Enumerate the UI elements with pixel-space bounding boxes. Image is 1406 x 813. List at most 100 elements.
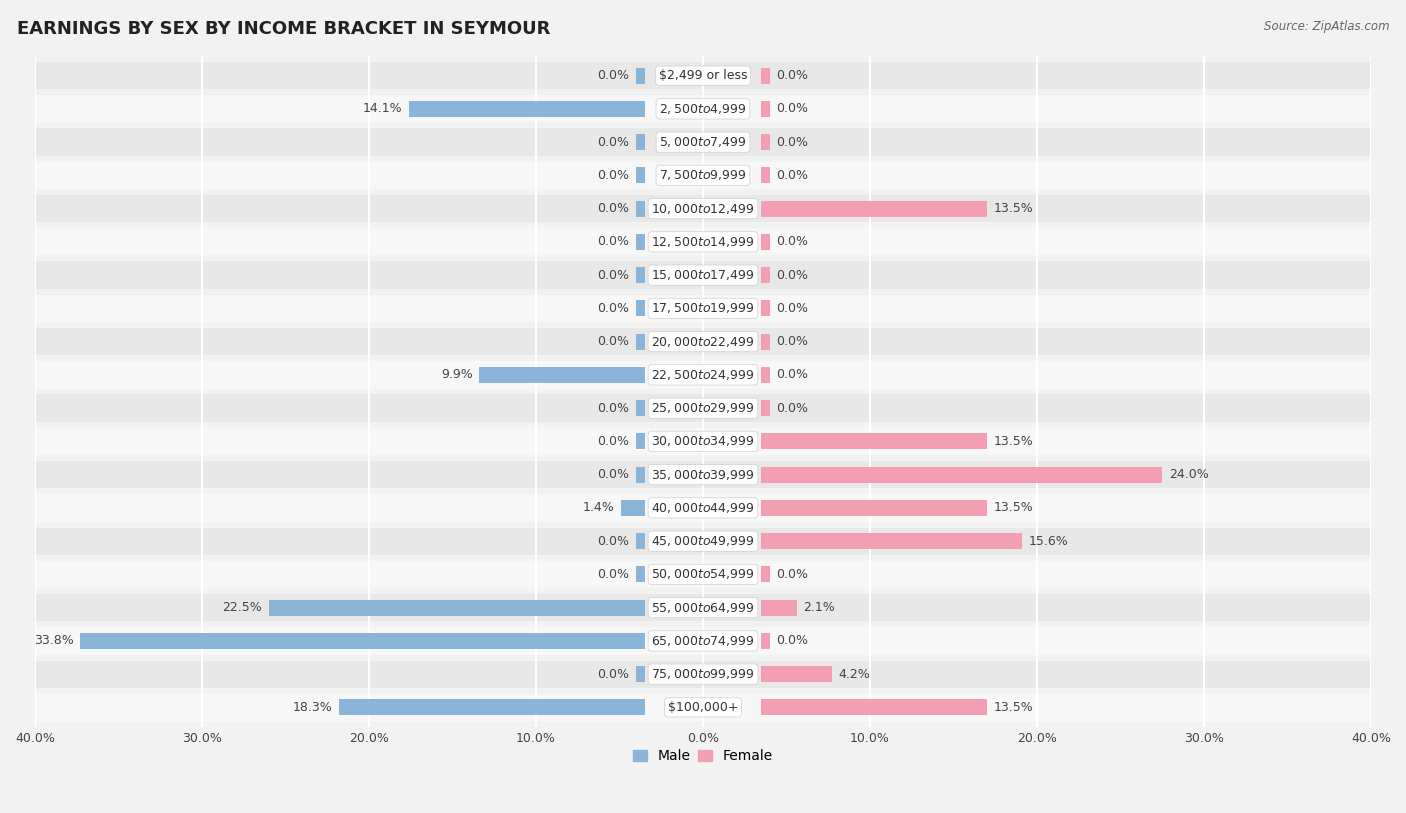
Text: 0.0%: 0.0%: [776, 102, 808, 115]
Text: 0.0%: 0.0%: [598, 402, 630, 415]
Text: 24.0%: 24.0%: [1168, 468, 1209, 481]
Bar: [35, 561, 1371, 588]
Text: 0.0%: 0.0%: [598, 535, 630, 548]
Bar: [35, 262, 1371, 289]
Text: 0.0%: 0.0%: [776, 402, 808, 415]
Bar: [636, 333, 644, 350]
Text: 0.0%: 0.0%: [776, 169, 808, 182]
Text: 0.0%: 0.0%: [598, 468, 630, 481]
Text: 0.0%: 0.0%: [598, 302, 630, 315]
Text: 18.3%: 18.3%: [292, 701, 332, 714]
Bar: [636, 167, 644, 184]
Bar: [762, 367, 770, 383]
Bar: [35, 394, 1371, 422]
Bar: [35, 428, 1371, 455]
Bar: [762, 433, 987, 450]
Text: $25,000 to $29,999: $25,000 to $29,999: [651, 401, 755, 415]
Text: $45,000 to $49,999: $45,000 to $49,999: [651, 534, 755, 548]
Bar: [621, 500, 644, 516]
Legend: Male, Female: Male, Female: [627, 744, 779, 769]
Text: 0.0%: 0.0%: [776, 368, 808, 381]
Text: 33.8%: 33.8%: [34, 634, 73, 647]
Text: 0.0%: 0.0%: [598, 169, 630, 182]
Text: 0.0%: 0.0%: [776, 136, 808, 149]
Bar: [762, 300, 770, 316]
Text: 9.9%: 9.9%: [440, 368, 472, 381]
Text: 1.4%: 1.4%: [582, 502, 614, 515]
Bar: [762, 500, 987, 516]
Text: 0.0%: 0.0%: [776, 335, 808, 348]
Text: 13.5%: 13.5%: [994, 701, 1033, 714]
Bar: [762, 101, 770, 117]
Text: 13.5%: 13.5%: [994, 202, 1033, 215]
Bar: [636, 67, 644, 84]
Bar: [762, 600, 797, 615]
Text: $2,499 or less: $2,499 or less: [659, 69, 747, 82]
Bar: [762, 167, 770, 184]
Text: 0.0%: 0.0%: [598, 667, 630, 680]
Bar: [762, 467, 1163, 483]
Text: $55,000 to $64,999: $55,000 to $64,999: [651, 601, 755, 615]
Bar: [80, 633, 644, 649]
Text: $2,500 to $4,999: $2,500 to $4,999: [659, 102, 747, 116]
Text: $30,000 to $34,999: $30,000 to $34,999: [651, 434, 755, 449]
Text: $65,000 to $74,999: $65,000 to $74,999: [651, 634, 755, 648]
Bar: [35, 361, 1371, 389]
Text: 0.0%: 0.0%: [776, 268, 808, 281]
Text: $10,000 to $12,499: $10,000 to $12,499: [651, 202, 755, 215]
Bar: [636, 201, 644, 216]
Bar: [636, 666, 644, 682]
Text: 0.0%: 0.0%: [598, 136, 630, 149]
Text: $35,000 to $39,999: $35,000 to $39,999: [651, 467, 755, 481]
Text: $17,500 to $19,999: $17,500 to $19,999: [651, 302, 755, 315]
Bar: [35, 162, 1371, 189]
Bar: [35, 228, 1371, 255]
Bar: [762, 234, 770, 250]
Text: $40,000 to $44,999: $40,000 to $44,999: [651, 501, 755, 515]
Text: $22,500 to $24,999: $22,500 to $24,999: [651, 367, 755, 382]
Text: $5,000 to $7,499: $5,000 to $7,499: [659, 135, 747, 149]
Bar: [35, 693, 1371, 721]
Text: 0.0%: 0.0%: [598, 236, 630, 248]
Bar: [35, 594, 1371, 621]
Bar: [636, 567, 644, 582]
Bar: [762, 333, 770, 350]
Bar: [409, 101, 644, 117]
Bar: [636, 134, 644, 150]
Bar: [35, 128, 1371, 156]
Bar: [636, 267, 644, 283]
Text: 13.5%: 13.5%: [994, 435, 1033, 448]
Bar: [35, 628, 1371, 654]
Text: EARNINGS BY SEX BY INCOME BRACKET IN SEYMOUR: EARNINGS BY SEX BY INCOME BRACKET IN SEY…: [17, 20, 550, 38]
Text: 0.0%: 0.0%: [776, 568, 808, 581]
Bar: [636, 300, 644, 316]
Bar: [636, 467, 644, 483]
Bar: [35, 95, 1371, 123]
Text: $100,000+: $100,000+: [668, 701, 738, 714]
Bar: [762, 533, 1022, 549]
Text: 0.0%: 0.0%: [598, 568, 630, 581]
Text: 0.0%: 0.0%: [776, 69, 808, 82]
Bar: [339, 699, 644, 715]
Text: 0.0%: 0.0%: [598, 335, 630, 348]
Text: $20,000 to $22,499: $20,000 to $22,499: [651, 335, 755, 349]
Bar: [762, 633, 770, 649]
Bar: [762, 400, 770, 416]
Bar: [35, 62, 1371, 89]
Text: 0.0%: 0.0%: [598, 268, 630, 281]
Bar: [762, 201, 987, 216]
Text: 4.2%: 4.2%: [838, 667, 870, 680]
Text: 22.5%: 22.5%: [222, 601, 262, 614]
Bar: [762, 67, 770, 84]
Text: 0.0%: 0.0%: [776, 634, 808, 647]
Bar: [762, 666, 831, 682]
Text: Source: ZipAtlas.com: Source: ZipAtlas.com: [1264, 20, 1389, 33]
Text: 2.1%: 2.1%: [803, 601, 835, 614]
Bar: [479, 367, 644, 383]
Text: 14.1%: 14.1%: [363, 102, 402, 115]
Bar: [636, 400, 644, 416]
Bar: [636, 433, 644, 450]
Bar: [35, 295, 1371, 322]
Bar: [35, 660, 1371, 688]
Bar: [35, 461, 1371, 489]
